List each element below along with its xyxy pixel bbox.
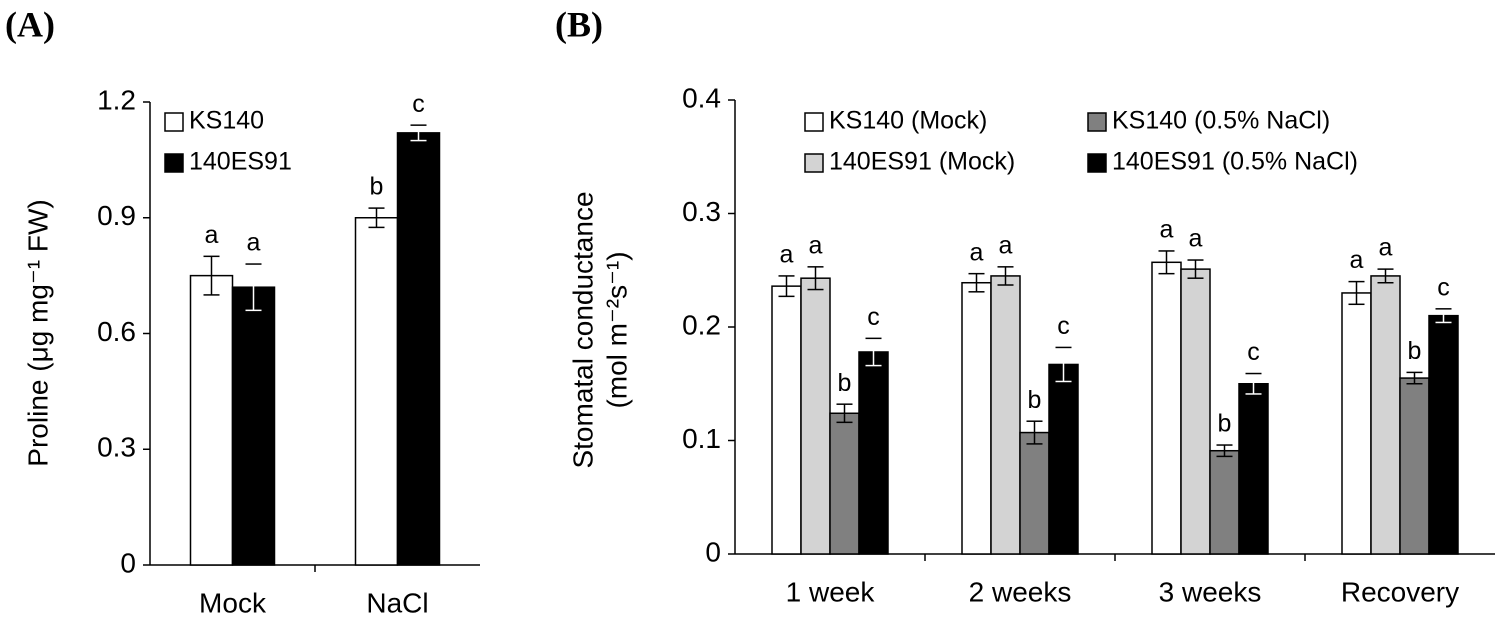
y-axis-label: Stomatal conductance: [567, 191, 598, 468]
legend-label: KS140 (Mock): [829, 107, 987, 135]
error-bar: [1245, 372, 1262, 395]
legend-swatch: [164, 153, 184, 173]
bar: [771, 285, 802, 555]
legend-swatch: [804, 112, 824, 132]
bar: [829, 412, 860, 555]
significance-letter: b: [370, 173, 384, 201]
legend-swatch: [1087, 112, 1107, 132]
panel-label: (A): [5, 4, 55, 44]
error-bar: [1026, 420, 1043, 445]
bar: [990, 275, 1021, 555]
bar: [396, 132, 441, 566]
bar: [1341, 292, 1372, 555]
legend-label: KS140 (0.5% NaCl): [1112, 107, 1330, 135]
error-bar: [778, 275, 795, 298]
y-tick-label: 0.4: [682, 82, 721, 113]
error-bar: [1435, 308, 1452, 324]
error-bar: [203, 255, 220, 296]
error-bar: [1377, 268, 1394, 284]
y-tick-label: 0: [120, 547, 136, 578]
x-tick-label: Recovery: [1341, 576, 1459, 607]
bar: [189, 274, 234, 566]
bar: [1048, 363, 1079, 555]
error-bar: [410, 124, 427, 142]
legend-swatch: [804, 153, 824, 173]
significance-letter: a: [1189, 225, 1203, 253]
significance-letter: c: [1437, 273, 1450, 301]
bar: [800, 277, 831, 555]
legend-swatch: [164, 112, 184, 132]
y-tick-label: 0.2: [682, 309, 721, 340]
significance-letter: a: [1350, 246, 1364, 274]
error-bar: [1216, 444, 1233, 458]
x-tick-label: NaCl: [366, 587, 428, 618]
bar: [1399, 377, 1430, 555]
panel-label: (B): [555, 4, 603, 44]
significance-letter: b: [1408, 337, 1422, 365]
bar: [1180, 268, 1211, 555]
significance-letter: a: [809, 231, 823, 259]
significance-letter: b: [1028, 386, 1042, 414]
bar: [1428, 314, 1459, 555]
significance-letter: a: [999, 231, 1013, 259]
significance-letter: c: [1057, 312, 1070, 340]
error-bar: [1055, 346, 1072, 383]
x-tick-label: 1 week: [786, 576, 876, 607]
y-tick-label: 0.9: [97, 200, 136, 231]
x-tick-label: 2 weeks: [969, 576, 1072, 607]
legend-label: 140ES91: [189, 148, 292, 176]
bar: [1019, 431, 1050, 555]
bar: [1209, 449, 1240, 555]
bar: [858, 351, 889, 555]
legend-label: KS140: [189, 107, 264, 135]
legend-label: 140ES91 (Mock): [829, 148, 1015, 176]
y-tick-label: 0.1: [682, 423, 721, 454]
error-bar: [968, 272, 985, 293]
significance-letter: c: [1247, 338, 1260, 366]
bar: [1151, 261, 1182, 555]
y-axis-label: (mol m⁻²s⁻¹): [601, 251, 632, 408]
bar: [961, 281, 992, 555]
error-bar: [1348, 280, 1365, 306]
error-bar: [836, 403, 853, 424]
significance-letter: b: [838, 369, 852, 397]
error-bar: [807, 266, 824, 291]
significance-letter: b: [1218, 410, 1232, 438]
y-tick-label: 0.3: [682, 196, 721, 227]
x-tick-label: Mock: [199, 587, 267, 618]
error-bar: [865, 337, 882, 367]
error-bar: [1406, 371, 1423, 385]
error-bar: [245, 263, 262, 312]
significance-letter: c: [867, 303, 880, 331]
legend-label: 140ES91 (0.5% NaCl): [1112, 148, 1358, 176]
error-bar: [997, 266, 1014, 286]
y-tick-label: 1.2: [97, 84, 136, 115]
y-tick-label: 0: [705, 536, 721, 567]
significance-letter: a: [1160, 216, 1174, 244]
significance-letter: a: [970, 238, 984, 266]
significance-letter: c: [412, 90, 425, 118]
significance-letter: a: [1379, 234, 1393, 262]
y-axis-label: Proline (μg mg⁻¹ FW): [22, 199, 53, 466]
y-tick-label: 0.3: [97, 432, 136, 463]
significance-letter: a: [247, 229, 261, 257]
bar: [231, 286, 276, 566]
significance-letter: a: [205, 221, 219, 249]
y-tick-label: 0.6: [97, 316, 136, 347]
error-bar: [1187, 259, 1204, 279]
bar: [1370, 275, 1401, 555]
bar: [354, 217, 399, 566]
error-bar: [368, 207, 385, 229]
x-tick-label: 3 weeks: [1159, 576, 1262, 607]
significance-letter: a: [780, 241, 794, 269]
error-bar: [1158, 250, 1175, 275]
legend-swatch: [1087, 153, 1107, 173]
bar: [1238, 383, 1269, 555]
